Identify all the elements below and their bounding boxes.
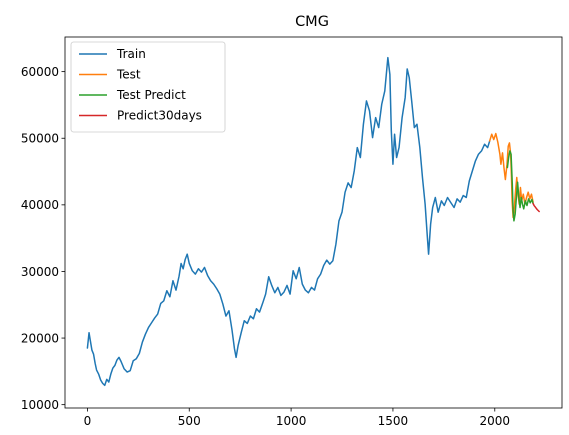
chart-title: CMG bbox=[295, 14, 329, 30]
y-tick-label: 40000 bbox=[21, 198, 59, 212]
x-tick-label: 1500 bbox=[378, 414, 409, 428]
legend-label: Test Predict bbox=[116, 88, 186, 102]
legend: Train Test Test Predict Predict30days bbox=[70, 41, 226, 133]
x-tick-label: 0 bbox=[84, 414, 92, 428]
y-tick-label: 20000 bbox=[21, 331, 59, 345]
y-tick-label: 30000 bbox=[21, 265, 59, 279]
legend-label: Test bbox=[116, 68, 141, 82]
legend-label: Train bbox=[116, 47, 146, 61]
series-line-train bbox=[86, 56, 491, 387]
x-tick-label: 1000 bbox=[276, 414, 307, 428]
legend-label: Predict30days bbox=[117, 109, 202, 123]
x-tick-label: 500 bbox=[178, 414, 201, 428]
series-line-predict30days bbox=[532, 202, 540, 213]
series-line-test-predict bbox=[506, 150, 534, 222]
axes-layer: 0 500 1000 1500 2000 10000 20000 30000 40000 5000… bbox=[21, 65, 510, 428]
x-tick-label: 2000 bbox=[480, 414, 511, 428]
y-tick-label: 60000 bbox=[21, 65, 59, 79]
legend-box bbox=[70, 41, 226, 133]
y-tick-label: 10000 bbox=[21, 398, 59, 412]
plot-frame bbox=[64, 36, 563, 409]
y-tick-label: 50000 bbox=[21, 132, 59, 146]
series-layer bbox=[86, 56, 540, 387]
